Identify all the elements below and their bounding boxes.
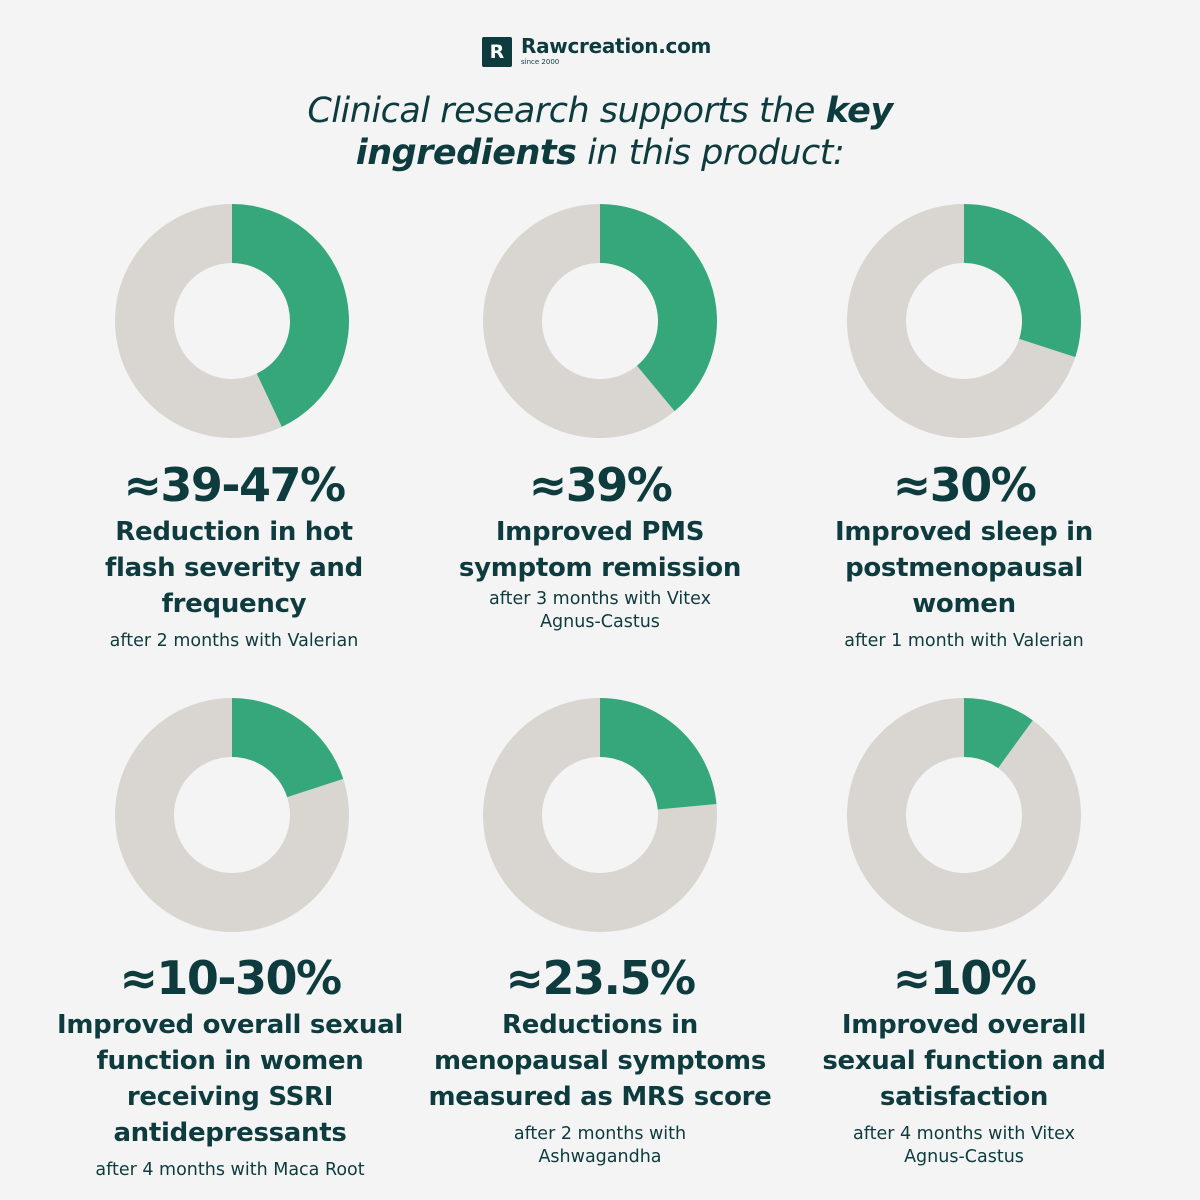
- brand-header: R Rawcreation.com since 2000: [482, 34, 711, 68]
- stat-block-2: ≈39% Improved PMS symptom remission afte…: [400, 460, 800, 634]
- stat-note-2: after 3 months with Vitex Agnus-Castus: [489, 589, 711, 632]
- stat-value-4: ≈10-30%: [119, 951, 342, 1005]
- donut-remainder-1: [115, 204, 282, 438]
- stat-label-1: Reduction in hot flash severity and freq…: [105, 517, 363, 619]
- donut-remainder-6: [847, 698, 1081, 932]
- brand-text: Rawcreation.com since 2000: [521, 34, 711, 67]
- donut-segment-5: [600, 698, 717, 810]
- donut-chart-5: [483, 698, 717, 932]
- stat-block-1: ≈39-47% Reduction in hot flash severity …: [34, 460, 434, 653]
- donut-segment-6: [964, 698, 1033, 769]
- donut-chart-4: [115, 698, 349, 932]
- donut-segment-1: [232, 204, 349, 427]
- headline-text-1: Clinical research supports the: [307, 91, 826, 131]
- stat-note-4: after 4 months with Maca Root: [95, 1160, 365, 1180]
- headline-bold-1: key: [825, 91, 894, 131]
- donut-remainder-3: [847, 204, 1076, 439]
- donut-segment-3: [964, 204, 1081, 358]
- stat-value-3: ≈30%: [892, 458, 1037, 512]
- stat-label-4: Improved overall sexual function in wome…: [57, 1010, 403, 1148]
- stat-label-5: Reductions in menopausal symptoms measur…: [428, 1010, 772, 1112]
- stat-block-3: ≈30% Improved sleep in postmenopausal wo…: [764, 460, 1164, 653]
- stat-label-6: Improved overall sexual function and sat…: [822, 1010, 1106, 1112]
- brand-since: since 2000: [521, 58, 560, 66]
- stat-note-5: after 2 months with Ashwagandha: [513, 1124, 687, 1167]
- stat-note-3: after 1 month with Valerian: [844, 631, 1084, 651]
- donut-chart-2: [483, 204, 717, 438]
- page-headline: Clinical research supports the key ingred…: [150, 90, 1050, 174]
- donut-remainder-2: [483, 204, 675, 438]
- stat-block-6: ≈10% Improved overall sexual function an…: [764, 953, 1164, 1169]
- donut-chart-3: [847, 204, 1081, 439]
- stat-value-2: ≈39%: [528, 458, 673, 512]
- donut-chart-6: [847, 698, 1081, 932]
- donut-segment-2: [600, 204, 717, 412]
- brand-logo-icon: R: [482, 37, 512, 67]
- stat-block-5: ≈23.5% Reductions in menopausal symptoms…: [400, 953, 800, 1169]
- stat-block-4: ≈10-30% Improved overall sexual function…: [30, 953, 430, 1182]
- brand-name: Rawcreation.com: [521, 34, 712, 58]
- donut-segment-4: [232, 698, 344, 798]
- stat-label-2: Improved PMS symptom remission: [458, 517, 742, 583]
- donut-remainder-5: [483, 698, 717, 932]
- stat-note-1: after 2 months with Valerian: [109, 631, 359, 651]
- stat-label-3: Improved sleep in postmenopausal women: [835, 517, 1093, 619]
- stat-value-6: ≈10%: [892, 951, 1037, 1005]
- headline-text-2: in this product:: [576, 133, 845, 173]
- stat-value-5: ≈23.5%: [505, 951, 696, 1005]
- headline-bold-2: ingredients: [355, 133, 577, 173]
- stat-note-6: after 4 months with Vitex Agnus-Castus: [853, 1124, 1075, 1167]
- donut-remainder-4: [115, 698, 349, 932]
- donut-chart-1: [115, 204, 349, 438]
- stat-value-1: ≈39-47%: [123, 458, 346, 512]
